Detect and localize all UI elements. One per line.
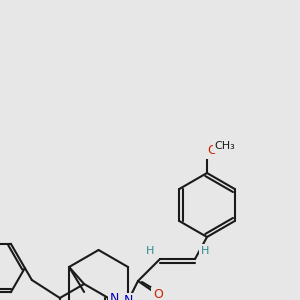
Text: N: N <box>123 295 133 300</box>
Text: O: O <box>153 289 163 300</box>
Text: H: H <box>146 246 154 256</box>
Text: H: H <box>201 246 209 256</box>
Text: N: N <box>110 292 119 300</box>
Text: CH₃: CH₃ <box>214 141 236 151</box>
Text: O: O <box>207 145 217 158</box>
